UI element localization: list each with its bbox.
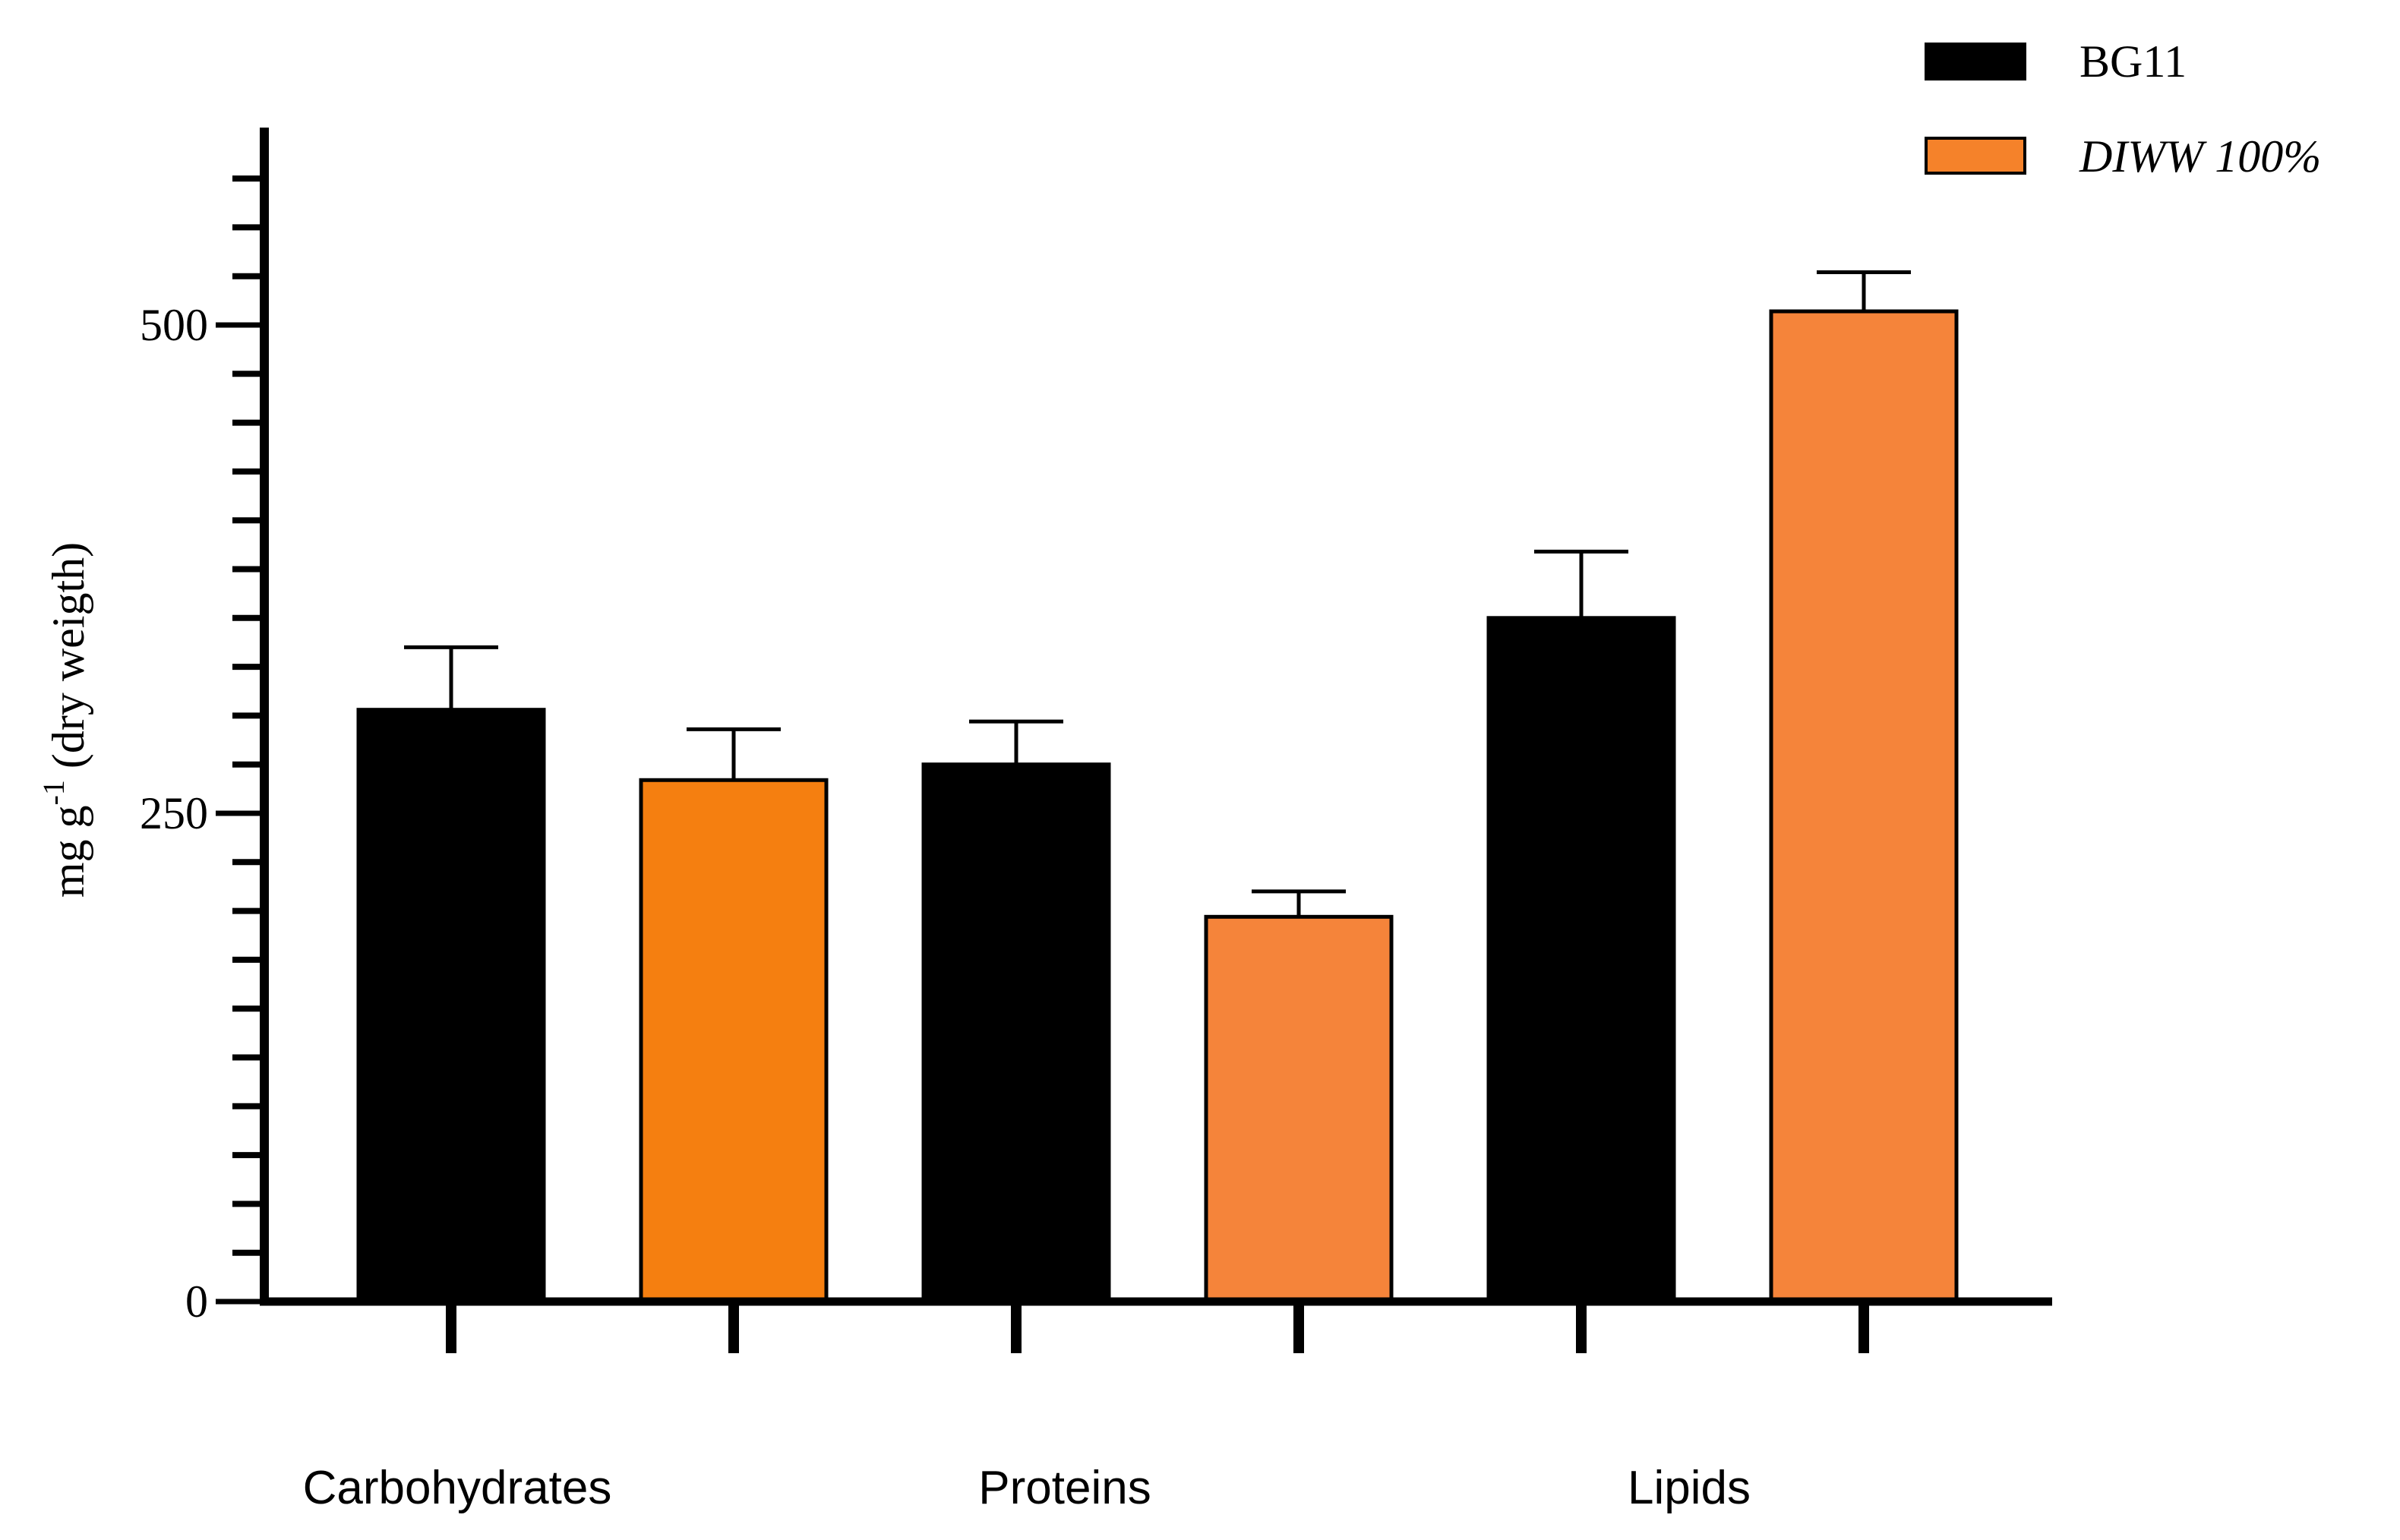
- bar-proteins-bg11: [921, 762, 1111, 1304]
- y-axis-title-sup: -1: [36, 780, 71, 805]
- legend-label-diww: DIWW 100%: [2079, 131, 2321, 181]
- y-axis-title-rest: (dry weigth): [43, 542, 93, 780]
- legend: BG11 DIWW 100%: [1925, 36, 2321, 181]
- bar-carbohydrates-diww: [639, 778, 829, 1304]
- bar-proteins-diww: [1204, 914, 1394, 1304]
- legend-label-bg11: BG11: [2079, 36, 2187, 87]
- bar-lipids-bg11: [1486, 616, 1676, 1304]
- x-axis: Carbohydrates Proteins Lipids: [260, 1297, 2052, 1514]
- error-bars-group: [404, 270, 1911, 917]
- x-category-label-carbohydrates: Carbohydrates: [303, 1462, 612, 1514]
- y-tick-label-250: 250: [140, 788, 208, 838]
- x-category-label-lipids: Lipids: [1628, 1462, 1751, 1514]
- y-tick-label-500: 500: [140, 300, 208, 350]
- legend-swatch-bg11: [1925, 43, 2026, 80]
- bar-lipids-diww: [1769, 309, 1959, 1304]
- y-axis-title: mg g-1 (dry weigth): [36, 542, 93, 898]
- bars-group: [356, 309, 1959, 1304]
- legend-swatch-diww: [1925, 137, 2026, 175]
- y-tick-label-0: 0: [185, 1276, 208, 1327]
- y-axis-title-base: mg g: [43, 805, 93, 898]
- x-category-label-proteins: Proteins: [978, 1462, 1151, 1514]
- y-axis: 0 250 500: [140, 128, 269, 1327]
- bar-carbohydrates-bg11: [356, 708, 546, 1304]
